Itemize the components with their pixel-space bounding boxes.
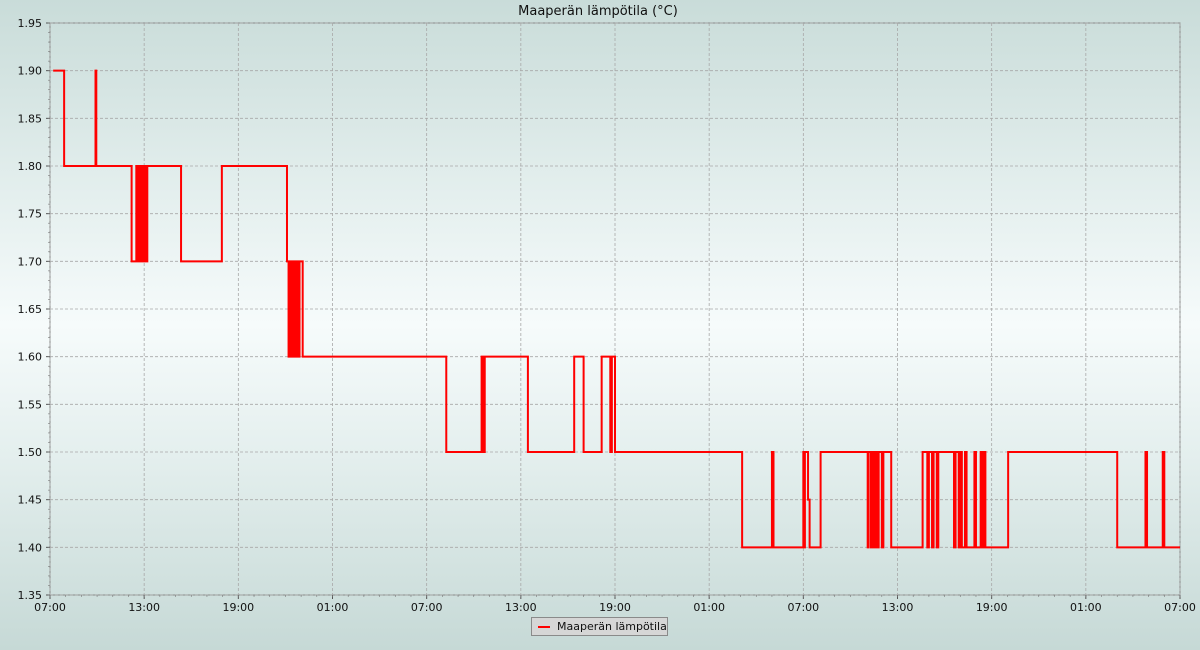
x-tick-label: 13:00 xyxy=(505,601,537,614)
chart-title: Maaperän lämpötila (°C) xyxy=(518,4,678,19)
y-tick-label: 1.80 xyxy=(18,160,43,173)
y-tick-label: 1.60 xyxy=(18,351,43,364)
legend: Maaperän lämpötila xyxy=(531,617,668,636)
y-tick-label: 1.45 xyxy=(18,494,43,507)
y-axis: 1.35 1.40 1.45 1.50 1.55 1.60 1.65 1.70 1.75 1.80… xyxy=(18,17,50,602)
legend-swatch-icon xyxy=(538,625,550,628)
x-tick-label: 01:00 xyxy=(317,601,349,614)
series-line-maaperan-lampotila xyxy=(53,69,1180,549)
y-tick-label: 1.50 xyxy=(18,446,43,459)
y-tick-label: 1.40 xyxy=(18,541,43,554)
x-tick-label: 19:00 xyxy=(222,601,254,614)
x-axis: 07:00 13:00 19:00 01:00 07:00 13:00 19:00 01:00… xyxy=(34,595,1196,614)
x-tick-label: 01:00 xyxy=(693,601,725,614)
legend-label: Maaperän lämpötila xyxy=(557,620,667,633)
x-tick-label: 19:00 xyxy=(599,601,631,614)
series-layer xyxy=(53,69,1180,549)
x-tick-label: 01:00 xyxy=(1070,601,1102,614)
x-tick-label: 13:00 xyxy=(882,601,914,614)
y-tick-label: 1.90 xyxy=(18,65,43,78)
y-tick-label: 1.35 xyxy=(18,589,43,602)
x-tick-label: 07:00 xyxy=(1164,601,1196,614)
y-tick-label: 1.75 xyxy=(18,208,43,221)
x-tick-label: 07:00 xyxy=(411,601,443,614)
y-tick-label: 1.95 xyxy=(18,17,43,30)
grid xyxy=(49,22,1181,596)
x-tick-label: 07:00 xyxy=(34,601,66,614)
y-tick-label: 1.65 xyxy=(18,303,43,316)
x-tick-label: 07:00 xyxy=(787,601,819,614)
x-tick-label: 19:00 xyxy=(976,601,1008,614)
y-tick-label: 1.55 xyxy=(18,398,43,411)
x-tick-label: 13:00 xyxy=(128,601,160,614)
y-tick-label: 1.85 xyxy=(18,112,43,125)
y-tick-label: 1.70 xyxy=(18,255,43,268)
